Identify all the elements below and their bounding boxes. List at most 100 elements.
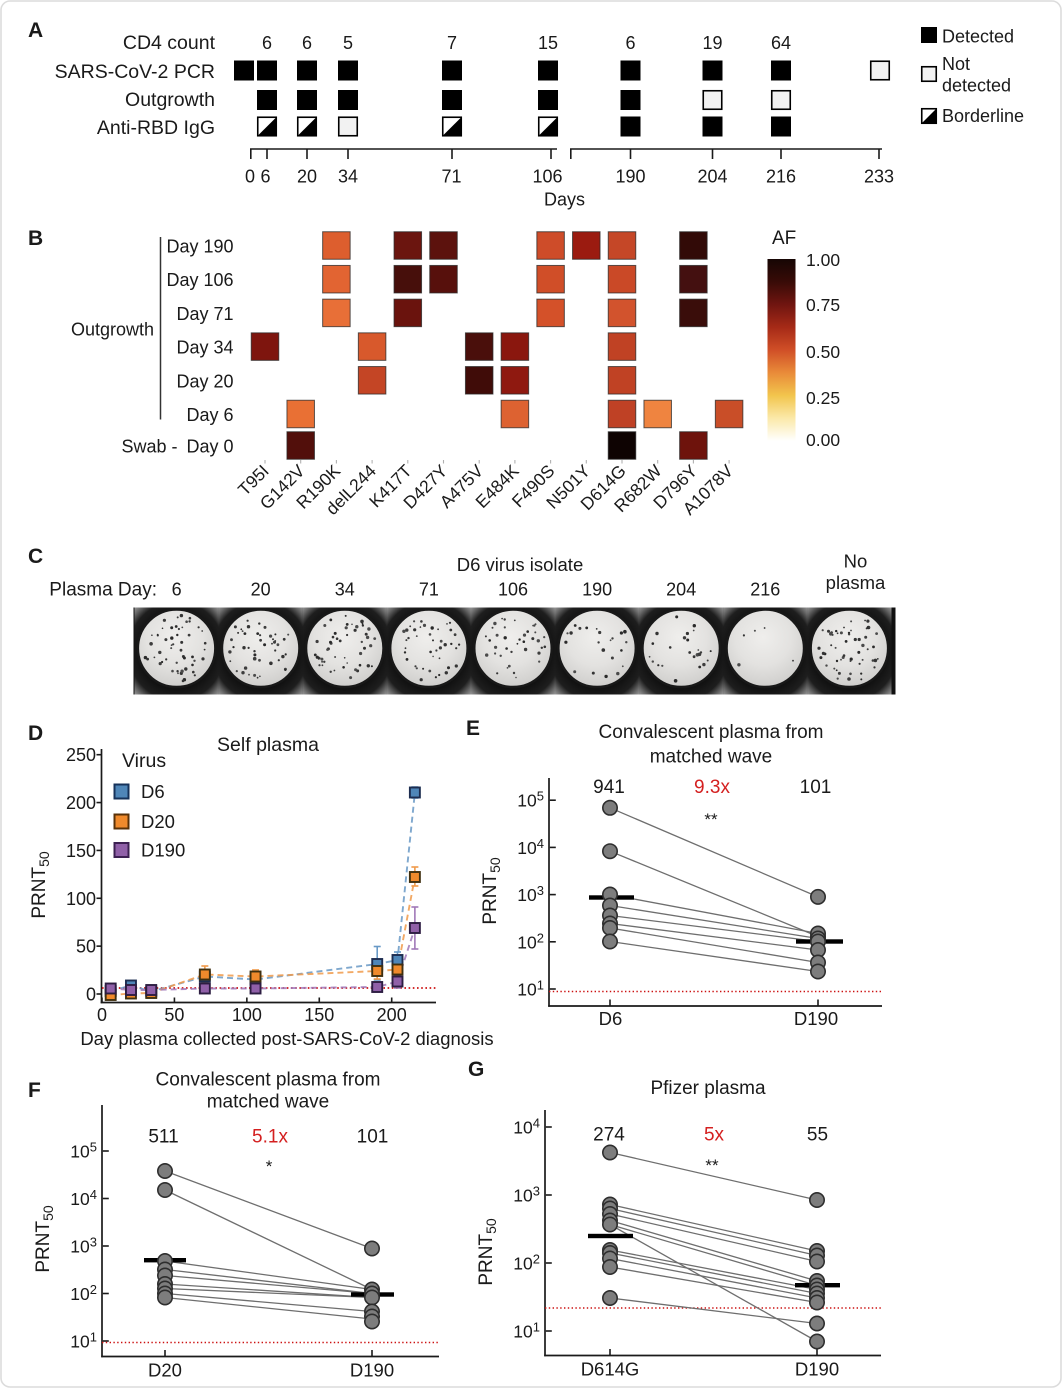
svg-text:G: G [468,1058,484,1081]
svg-text:6: 6 [260,167,270,187]
svg-text:D190: D190 [350,1360,394,1381]
svg-text:200: 200 [66,793,96,813]
svg-text:Outgrowth: Outgrowth [71,320,154,340]
svg-text:19: 19 [702,33,722,53]
svg-text:C: C [28,545,43,568]
svg-text:6: 6 [262,33,272,53]
svg-text:34: 34 [335,580,355,600]
svg-text:511: 511 [148,1127,178,1148]
svg-text:150: 150 [304,1005,334,1025]
svg-text:0: 0 [245,167,255,187]
svg-text:A: A [28,19,43,42]
svg-text:D190: D190 [794,1008,838,1029]
svg-text:5.1x: 5.1x [252,1127,288,1148]
svg-text:6: 6 [625,33,635,53]
svg-text:0: 0 [86,985,96,1005]
svg-text:106: 106 [498,580,528,600]
svg-text:204: 204 [697,167,727,187]
svg-text:D6: D6 [141,781,165,802]
svg-text:64: 64 [771,33,791,53]
svg-text:Self plasma: Self plasma [217,734,319,756]
svg-text:100: 100 [232,1005,262,1025]
svg-text:Day 20: Day 20 [176,371,233,391]
svg-text:*: * [266,1157,273,1176]
svg-text:plasma: plasma [826,572,886,593]
svg-text:detected: detected [942,76,1011,96]
svg-text:D6: D6 [599,1008,623,1029]
svg-text:941: 941 [593,777,625,798]
svg-text:CD4 count: CD4 count [123,32,216,54]
svg-text:Pfizer plasma: Pfizer plasma [650,1078,766,1099]
svg-text:D6 virus isolate: D6 virus isolate [457,554,583,575]
svg-text:Day 6: Day 6 [186,405,233,425]
svg-text:233: 233 [864,167,894,187]
svg-text:216: 216 [766,167,796,187]
svg-text:204: 204 [666,580,696,600]
svg-text:matched wave: matched wave [650,747,773,768]
svg-text:34: 34 [338,167,358,187]
svg-text:**: ** [705,1156,719,1175]
svg-text:PRNT50: PRNT50 [29,851,52,919]
svg-text:Day 106: Day 106 [166,270,233,290]
svg-text:71: 71 [419,580,439,600]
svg-text:Convalescent plasma from: Convalescent plasma from [156,1070,381,1091]
svg-text:200: 200 [377,1005,407,1025]
svg-text:D: D [28,722,43,745]
svg-text:0.75: 0.75 [806,295,840,315]
svg-text:101: 101 [800,777,832,798]
svg-text:SARS-CoV-2 PCR: SARS-CoV-2 PCR [55,61,215,83]
svg-text:190: 190 [615,167,645,187]
svg-text:Virus: Virus [122,750,166,772]
svg-text:5: 5 [343,33,353,53]
svg-text:71: 71 [441,167,461,187]
svg-text:D614G: D614G [581,1359,640,1380]
svg-text:No: No [844,551,868,572]
svg-text:0: 0 [97,1005,107,1025]
svg-text:190: 190 [582,580,612,600]
svg-text:D20: D20 [148,1360,182,1381]
svg-text:Anti-RBD IgG: Anti-RBD IgG [97,117,215,139]
svg-text:Day 190: Day 190 [166,237,233,257]
svg-text:274: 274 [593,1125,625,1146]
svg-text:9.3x: 9.3x [694,777,730,798]
svg-text:0.25: 0.25 [806,388,840,408]
svg-text:matched wave: matched wave [207,1092,330,1113]
svg-text:106: 106 [532,167,562,187]
svg-text:Detected: Detected [942,27,1014,47]
svg-text:15: 15 [538,33,558,53]
svg-text:Swab - Day 0: Swab - Day 0 [121,437,233,457]
svg-text:Day 34: Day 34 [176,338,233,358]
svg-text:Day 71: Day 71 [176,304,233,324]
svg-text:F: F [28,1079,41,1102]
svg-text:1.00: 1.00 [806,250,840,270]
svg-text:Day plasma collected post-SARS: Day plasma collected post-SARS-CoV-2 dia… [80,1028,493,1049]
svg-text:50: 50 [164,1005,184,1025]
svg-text:Borderline: Borderline [942,106,1024,126]
svg-text:5x: 5x [704,1125,725,1146]
svg-text:0.00: 0.00 [806,430,840,450]
svg-text:6: 6 [302,33,312,53]
svg-text:E: E [466,717,480,740]
svg-text:D190: D190 [795,1359,839,1380]
svg-text:150: 150 [66,841,96,861]
svg-text:D190: D190 [141,840,185,861]
svg-text:**: ** [704,810,718,829]
svg-text:PRNT50: PRNT50 [480,857,503,925]
svg-text:PRNT50: PRNT50 [33,1205,56,1273]
svg-text:Convalescent plasma from: Convalescent plasma from [599,722,824,743]
svg-text:D20: D20 [141,811,175,832]
svg-text:100: 100 [66,889,96,909]
svg-text:50: 50 [76,937,96,957]
svg-text:0.50: 0.50 [806,342,840,362]
svg-text:AF: AF [772,228,796,249]
svg-text:20: 20 [251,580,271,600]
svg-text:216: 216 [750,580,780,600]
svg-text:Days: Days [544,190,585,210]
svg-text:250: 250 [66,745,96,765]
svg-text:Outgrowth: Outgrowth [125,89,215,111]
svg-text:6: 6 [172,580,182,600]
svg-text:101: 101 [357,1127,389,1148]
svg-text:Not: Not [942,54,970,74]
svg-text:Plasma Day:: Plasma Day: [49,580,157,601]
svg-text:B: B [28,227,43,250]
